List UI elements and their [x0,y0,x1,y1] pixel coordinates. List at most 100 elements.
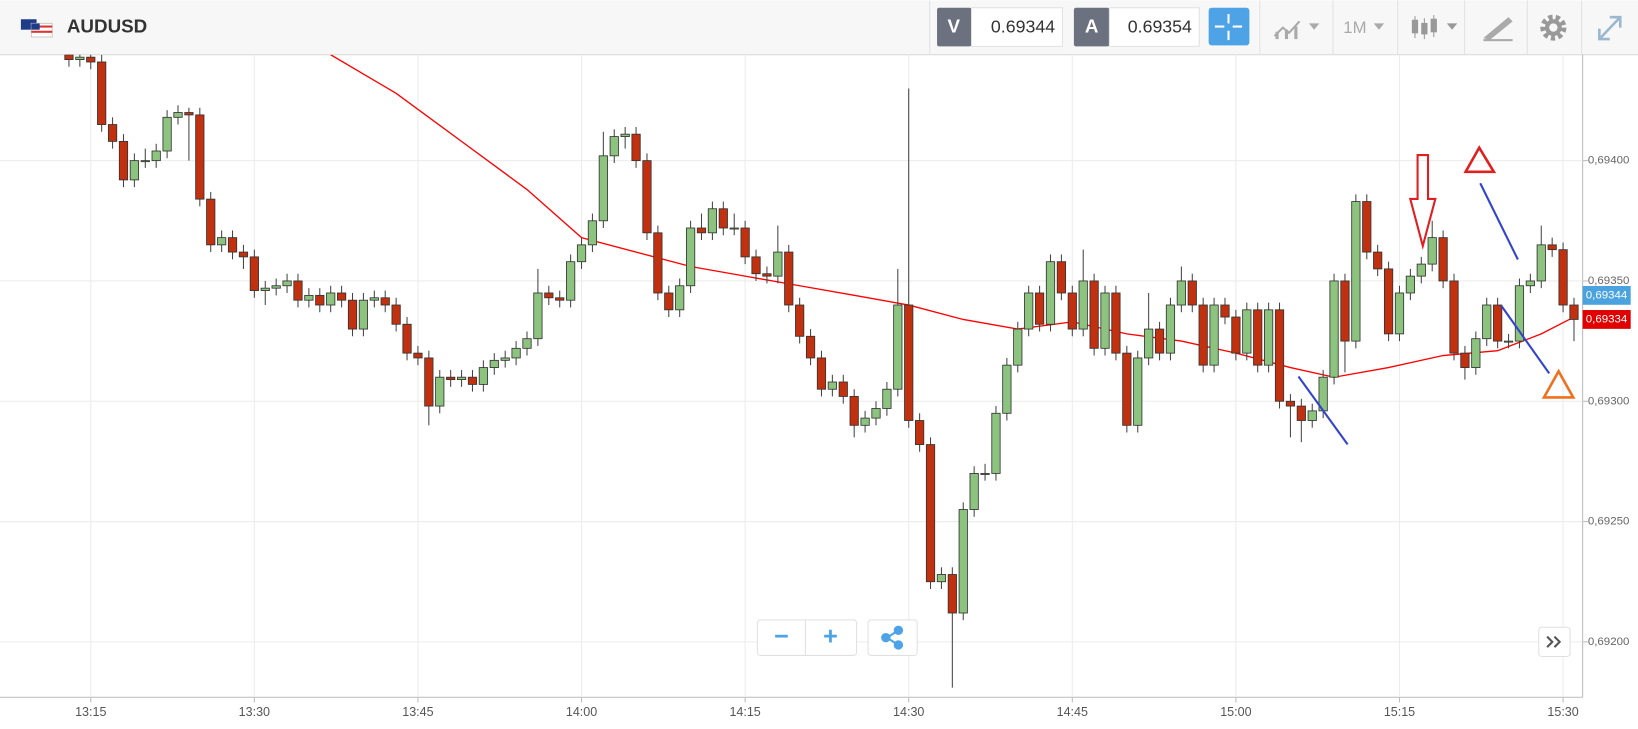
candle-body [1045,261,1056,325]
candle-body [1536,244,1546,282]
candle-body [424,357,434,407]
candle-body [1024,292,1034,330]
buy-label[interactable]: A [1085,16,1099,37]
candle-body [1253,309,1263,366]
candle-body [1078,280,1088,330]
candle-body [1547,244,1557,251]
candle-body [1427,237,1437,265]
toolbar: AUDUSD V 0.69344 A 0.69354 1M [0,0,1638,56]
candle-body [1493,304,1503,342]
zoom-box [756,619,858,656]
candle-body [282,280,292,287]
candle-body [838,381,848,397]
candle-body [1558,249,1568,306]
candle-body [369,297,379,301]
candle-body [86,56,96,63]
candle-body [762,273,772,277]
crosshair-button[interactable] [1208,7,1250,46]
candle-body [544,292,554,299]
candle-body [1133,357,1143,426]
candle-body [271,285,281,289]
triangle-up [1463,145,1497,174]
candle-body [696,227,707,234]
candle-body [631,133,641,162]
timeframe[interactable]: 1M [1343,18,1366,37]
candle-body [795,304,805,337]
candle-body [227,237,238,253]
candle-body [1013,328,1023,366]
candle-body [893,304,903,390]
candle-body [64,54,74,60]
candle-body [522,338,532,349]
candle-body [947,574,957,614]
price-tag [1582,310,1631,329]
triangle-warning [1541,368,1576,399]
moving-average [330,54,1575,378]
candle-body [991,412,1001,474]
zoom-in[interactable]: + [823,622,838,650]
candle-icon[interactable] [1411,15,1458,40]
candle-body [707,208,718,234]
fullscreen-icon[interactable] [1598,15,1622,41]
candle-body [249,256,259,291]
trend-line [1297,375,1349,446]
candle-body [915,420,925,445]
buy-price[interactable]: 0.69354 [1128,16,1192,36]
x-tick-label: 15:30 [1547,705,1578,719]
candle-body [1002,364,1012,414]
candle-body [1067,292,1077,330]
sell-label[interactable]: V [947,16,960,37]
candle-body [664,292,674,311]
candle-body [151,150,161,162]
candle-body [402,323,412,354]
candle-body [816,357,827,390]
chart-type-icon[interactable] [1273,20,1320,40]
share-button[interactable] [867,619,918,656]
candle-body [1405,275,1415,294]
scroll-right-icon [1546,635,1562,648]
timeframe-dropdown[interactable] [1373,23,1385,30]
candle-body [1438,237,1448,282]
buy-price-box[interactable] [1108,7,1200,47]
zoom-out[interactable]: − [774,622,789,650]
candle-body [413,352,423,359]
candle-body [1503,340,1514,343]
candle-body [1122,352,1132,426]
candle-body [729,227,739,230]
x-tick-label: 13:45 [402,705,433,719]
x-tick-label: 14:15 [729,705,760,719]
sell-price-box[interactable] [970,7,1063,47]
candle-body [238,251,249,258]
candle-body [860,417,870,426]
candle-body [1514,285,1525,342]
candle-body [1111,292,1121,354]
sell-price[interactable]: 0.69344 [991,16,1055,36]
candle-body [1460,352,1470,368]
buy-label-box[interactable] [1073,7,1110,47]
x-tick-label: 14:45 [1057,705,1088,719]
candle-body [478,367,488,385]
candle-body [1373,251,1383,270]
candle-body [773,251,783,277]
scroll-right-button[interactable] [1538,626,1571,657]
candle-body [304,294,314,301]
candle-body [467,376,478,385]
candle-body [391,304,401,325]
x-tick-label: 14:00 [566,705,597,719]
candle-body [1525,280,1535,287]
candle-body [1264,309,1274,366]
candle-body [533,292,543,340]
y-tick-label: 0,69300 [1588,395,1630,407]
candle-body [958,509,968,614]
draw-icon[interactable] [1483,17,1513,42]
settings-icon[interactable] [1540,14,1567,41]
candle-body [675,285,685,311]
flag [20,19,53,38]
plot-area [64,54,1579,688]
candle-body [1569,304,1579,320]
y-tick-label: 0,69350 [1588,275,1630,287]
candle-body [609,136,619,157]
x-tick-label: 13:30 [239,705,270,719]
sell-label-box[interactable] [937,7,972,47]
candle-body [969,473,979,510]
